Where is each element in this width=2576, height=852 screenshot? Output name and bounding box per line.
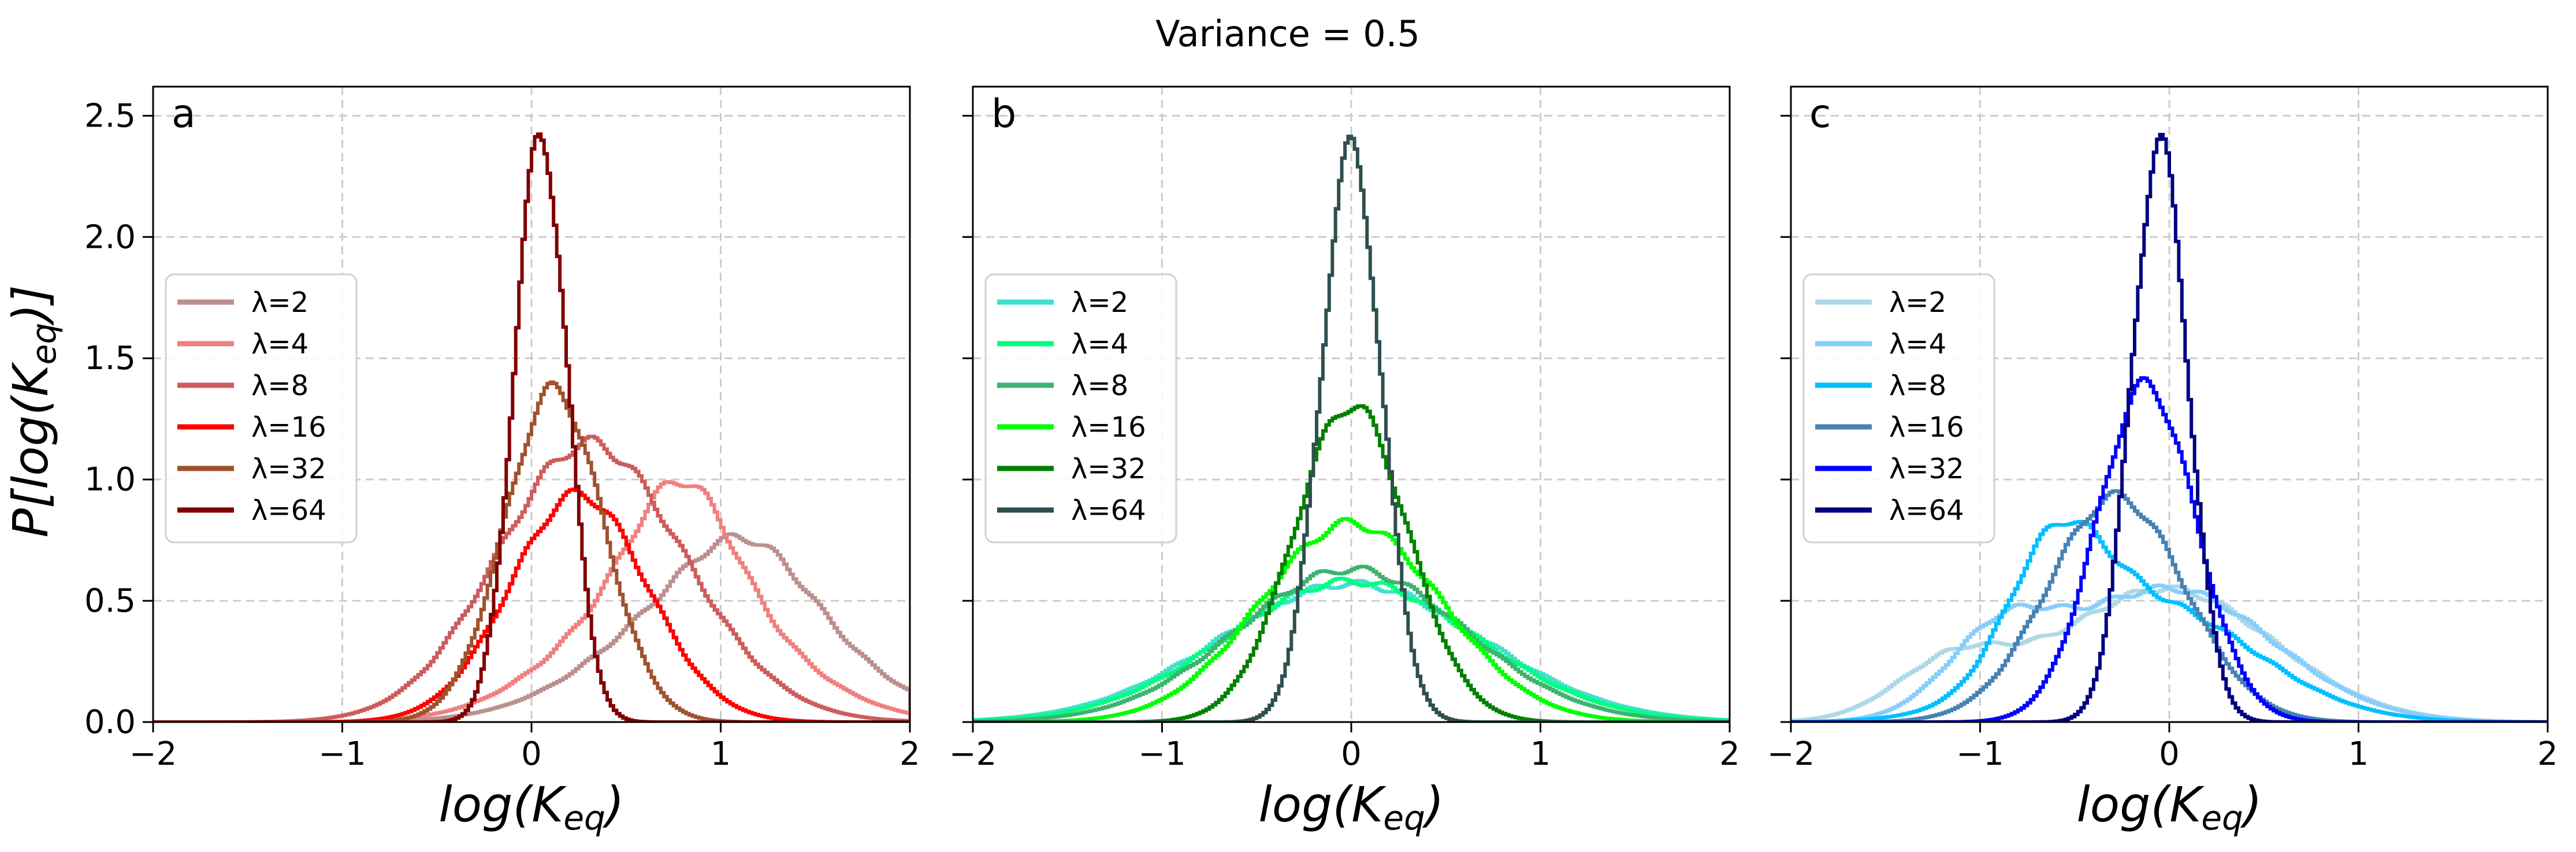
x-axis-label-log: log(K: [438, 776, 567, 833]
x-tick-label-2: 0: [2159, 735, 2180, 773]
series-λ=8-curve: [973, 564, 1730, 722]
legend-label-5: λ=64: [1889, 494, 1964, 527]
x-axis-label-close: ): [602, 776, 625, 833]
panel-b: −2 −1 0 1 2 b λ=2 λ=4 λ=8 λ=16 λ=32 λ=64 log(Keq): [949, 85, 1740, 838]
legend-label-4: λ=32: [1071, 453, 1146, 485]
series-λ=8-curve: [153, 434, 910, 722]
legend-label-2: λ=8: [251, 370, 308, 402]
panel-a: −2 −1 0 1 2 0.0 0.5 1.0 1.5 2.0 2.5 a λ=2 λ=4 λ=8 λ=1…: [84, 85, 920, 838]
y-axis-label-log: log(K: [2, 361, 59, 489]
x-tick-label-1: −1: [1138, 735, 1186, 773]
x-tick-label-2: 0: [1341, 735, 1362, 773]
series-λ=4-curve: [973, 576, 1730, 722]
series-λ=64-curve: [973, 135, 1730, 722]
panel-a-legend: λ=2 λ=4 λ=8 λ=16 λ=32 λ=64: [165, 273, 358, 544]
panel-b-ticks: −2 −1 0 1 2: [949, 114, 1740, 773]
x-tick-label-3: 1: [2348, 735, 2369, 773]
x-axis-label-subscript: eq: [2201, 798, 2243, 838]
x-tick-label-0: −2: [1767, 735, 1815, 773]
legend-label-2: λ=8: [1889, 370, 1946, 402]
legend-label-1: λ=4: [1889, 328, 1946, 360]
x-tick-label-0: −2: [129, 735, 177, 773]
y-axis-label: P[log(Keq)]: [2, 285, 64, 537]
panel-a-letter: a: [172, 91, 196, 137]
y-tick-label-0: 0.0: [84, 704, 136, 741]
panel-c: −2 −1 0 1 2 c λ=2 λ=4 λ=8 λ=16 λ=32 λ=64 log(Keq): [1767, 85, 2558, 838]
y-tick-label-5: 2.5: [84, 97, 136, 135]
x-tick-label-2: 0: [521, 735, 542, 773]
y-axis-label-subscript: eq: [24, 323, 64, 365]
y-tick-label-1: 0.5: [84, 582, 136, 620]
series-λ=64-curve: [153, 132, 910, 722]
x-axis-label-log: log(K: [1258, 776, 1386, 833]
legend-label-2: λ=8: [1071, 370, 1128, 402]
series-λ=16-curve: [973, 517, 1730, 722]
x-tick-label-1: −1: [318, 735, 366, 773]
x-tick-label-1: −1: [1956, 735, 2004, 773]
legend-label-0: λ=2: [1889, 287, 1946, 319]
legend-label-3: λ=16: [1889, 411, 1964, 444]
panel-c-ticks: −2 −1 0 1 2: [1767, 114, 2558, 773]
legend-label-0: λ=2: [251, 287, 308, 319]
y-axis-label-prefix: P[: [2, 488, 59, 538]
panel-a-x-axis-label: log(Keq): [438, 776, 624, 838]
x-tick-label-0: −2: [949, 735, 997, 773]
legend-label-1: λ=4: [251, 328, 308, 360]
x-tick-label-4: 2: [899, 735, 920, 773]
legend-label-5: λ=64: [251, 494, 326, 527]
series-λ=64-curve: [1791, 133, 2548, 722]
panel-b-letter: b: [991, 91, 1016, 137]
panel-b-x-axis-label: log(Keq): [1258, 776, 1444, 838]
legend-label-0: λ=2: [1071, 287, 1128, 319]
legend-label-3: λ=16: [1071, 411, 1146, 444]
x-axis-label-subscript: eq: [563, 798, 605, 838]
x-axis-label-subscript: eq: [1383, 798, 1425, 838]
x-tick-label-3: 1: [1530, 735, 1551, 773]
series-λ=8-curve: [1791, 520, 2548, 722]
x-tick-label-4: 2: [2537, 735, 2558, 773]
x-axis-label-close: ): [1422, 776, 1444, 833]
x-axis-label-log: log(K: [2076, 776, 2205, 833]
figure-title: Variance = 0.5: [1155, 13, 1420, 55]
panel-b-legend: λ=2 λ=4 λ=8 λ=16 λ=32 λ=64: [984, 273, 1177, 544]
panel-c-x-axis-label: log(Keq): [2076, 776, 2262, 838]
panel-c-letter: c: [1809, 91, 1831, 137]
x-tick-label-4: 2: [1719, 735, 1740, 773]
legend-label-4: λ=32: [1889, 453, 1964, 485]
y-tick-label-4: 2.0: [84, 218, 136, 256]
legend-label-4: λ=32: [251, 453, 326, 485]
y-tick-label-2: 1.0: [84, 461, 136, 498]
series-λ=4-curve: [1791, 583, 2548, 722]
panel-c-legend: λ=2 λ=4 λ=8 λ=16 λ=32 λ=64: [1802, 273, 1995, 544]
legend-label-1: λ=4: [1071, 328, 1128, 360]
x-tick-label-3: 1: [711, 735, 731, 773]
y-tick-label-3: 1.5: [84, 340, 136, 377]
y-axis-label-close: )]: [2, 285, 59, 326]
legend-label-5: λ=64: [1071, 494, 1146, 527]
x-axis-label-close: ): [2240, 776, 2262, 833]
legend-label-3: λ=16: [251, 411, 326, 444]
panel-a-ticks: −2 −1 0 1 2 0.0 0.5 1.0 1.5 2.0 2.5: [84, 97, 920, 773]
